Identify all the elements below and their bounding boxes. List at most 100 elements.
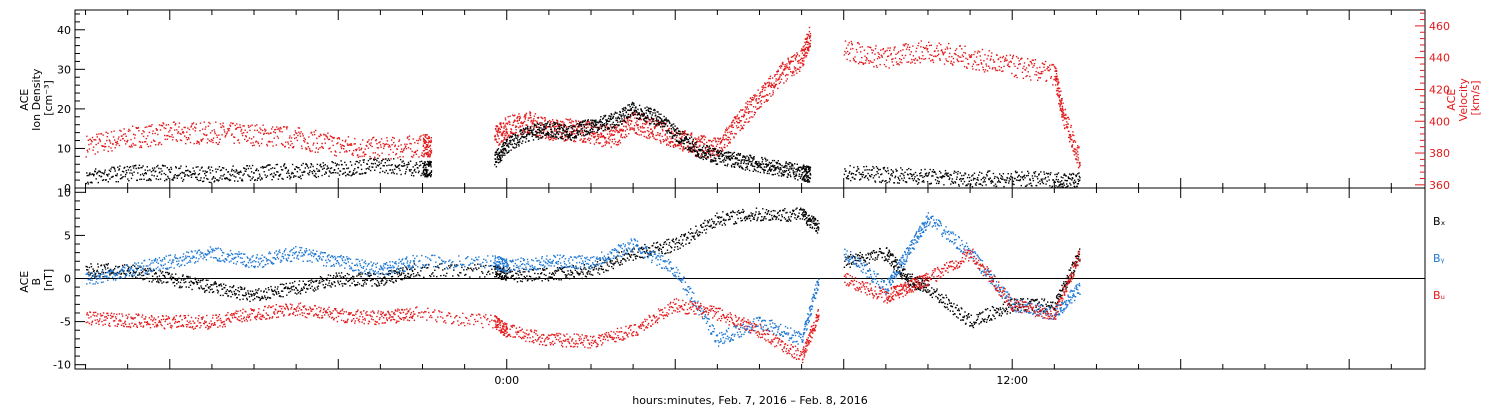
- data-point: [376, 143, 378, 145]
- data-point: [652, 109, 655, 111]
- data-point: [545, 132, 548, 135]
- data-point: [802, 179, 804, 181]
- data-point: [504, 138, 506, 140]
- data-point: [887, 172, 890, 175]
- data-point: [517, 139, 519, 141]
- data-point: [543, 125, 546, 128]
- data-point: [233, 142, 235, 144]
- data-point: [150, 125, 152, 128]
- data-point: [425, 146, 428, 148]
- data-point: [690, 149, 692, 152]
- data-point: [620, 134, 622, 137]
- data-point: [975, 182, 978, 184]
- data-point: [689, 134, 692, 136]
- data-point: [793, 176, 796, 178]
- data-point: [756, 163, 759, 165]
- data-point: [561, 126, 563, 129]
- data-point: [148, 179, 150, 181]
- data-point: [228, 179, 231, 182]
- data-point: [883, 166, 886, 169]
- data-point: [130, 169, 132, 171]
- data-point: [581, 131, 583, 134]
- data-point: [117, 181, 119, 183]
- data-point: [303, 137, 305, 139]
- data-point: [380, 138, 383, 140]
- data-point: [743, 121, 746, 123]
- data-point: [792, 171, 794, 173]
- data-point: [289, 135, 291, 137]
- data-point: [1069, 140, 1071, 143]
- data-point: [644, 107, 646, 109]
- data-point: [219, 177, 221, 179]
- data-point: [739, 120, 742, 122]
- data-point: [617, 131, 619, 134]
- data-point: [719, 143, 721, 145]
- data-point: [935, 173, 937, 175]
- data-point: [99, 139, 101, 141]
- data-point: [809, 172, 811, 175]
- data-point: [918, 182, 920, 184]
- data-point: [285, 141, 287, 143]
- data-point: [204, 128, 206, 130]
- data-point: [1012, 56, 1014, 58]
- data-point: [508, 146, 510, 148]
- data-point: [239, 124, 241, 126]
- data-point: [556, 136, 558, 138]
- data-point: [348, 150, 351, 152]
- data-point: [1061, 107, 1064, 109]
- data-point: [985, 173, 988, 176]
- data-point: [966, 58, 969, 60]
- data-point: [533, 128, 535, 130]
- data-point: [318, 135, 321, 138]
- data-point: [622, 129, 624, 131]
- data-point: [550, 128, 553, 130]
- data-point: [238, 142, 241, 144]
- data-point: [1042, 70, 1044, 73]
- data-point: [236, 123, 238, 125]
- data-point: [706, 141, 708, 144]
- data-point: [976, 52, 979, 54]
- data-point: [968, 54, 970, 56]
- data-point: [940, 172, 942, 174]
- data-point: [942, 52, 944, 54]
- data-point: [952, 182, 955, 184]
- data-point: [711, 161, 713, 163]
- data-point: [210, 181, 212, 184]
- data-point: [500, 124, 502, 126]
- data-point: [561, 138, 564, 140]
- data-point: [515, 125, 517, 127]
- data-point: [767, 164, 769, 167]
- data-point: [860, 61, 862, 63]
- data-point: [585, 127, 588, 129]
- data-point: [723, 152, 726, 155]
- data-point: [1031, 59, 1034, 61]
- data-point: [722, 159, 724, 162]
- data-point: [634, 132, 637, 134]
- data-point: [95, 139, 97, 141]
- y-tick-label: 0: [64, 182, 71, 195]
- data-point: [525, 138, 528, 140]
- data-point: [934, 50, 936, 52]
- data-point: [765, 158, 767, 160]
- data-point: [1005, 60, 1007, 62]
- data-point: [1000, 177, 1002, 179]
- data-point: [333, 171, 335, 174]
- data-point: [278, 129, 281, 131]
- data-point: [128, 145, 131, 148]
- data-point: [665, 119, 668, 121]
- data-point: [247, 139, 249, 142]
- data-point: [752, 106, 755, 108]
- data-point: [119, 139, 122, 141]
- data-point: [529, 129, 531, 132]
- data-point: [793, 167, 795, 169]
- data-point: [885, 180, 887, 182]
- data-point: [738, 117, 740, 119]
- data-point: [416, 139, 418, 142]
- data-point: [528, 128, 530, 130]
- data-point: [1030, 79, 1032, 81]
- data-point: [400, 144, 402, 146]
- data-point: [677, 130, 680, 132]
- data-point: [1024, 69, 1027, 71]
- data-point: [943, 175, 946, 178]
